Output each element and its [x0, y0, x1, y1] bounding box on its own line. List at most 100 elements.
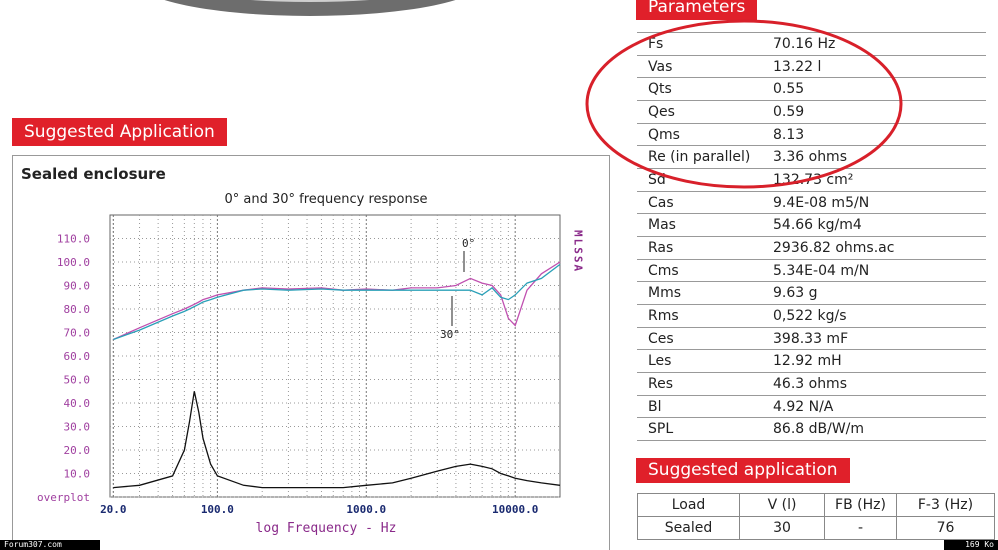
parameter-value: 0,522 kg/s: [773, 308, 847, 325]
parameter-value: 0.55: [773, 81, 805, 98]
parameter-row: Cms 5.34E-04 m/N: [637, 260, 986, 283]
y-tick-label: 110.0: [57, 233, 90, 246]
speaker-image: [164, 0, 456, 16]
panel-title: Sealed enclosure: [21, 165, 166, 183]
parameter-name: Les: [648, 353, 672, 370]
parameter-value: 54.66 kg/m4: [773, 217, 862, 234]
parameter-row: Rms 0,522 kg/s: [637, 305, 986, 328]
data-row: Sealed 30-76: [637, 516, 995, 540]
header-cell: FB (Hz): [824, 493, 897, 517]
parameter-value: 9.63 g: [773, 285, 818, 302]
parameter-value: 2936.82 ohms.ac: [773, 240, 895, 257]
parameter-row: Ces 398.33 mF: [637, 328, 986, 351]
parameter-row: Ras 2936.82 ohms.ac: [637, 237, 986, 260]
parameter-row: Fs 70.16 Hz: [637, 33, 986, 56]
y-tick-label: 70.0: [64, 327, 91, 340]
data-cell: 30: [739, 516, 825, 540]
data-cell: -: [824, 516, 897, 540]
y-tick-label: 80.0: [64, 303, 91, 316]
series-annotation: 0°: [462, 237, 475, 250]
section-banner: Suggested application: [636, 458, 850, 483]
parameter-name: Ces: [648, 330, 674, 347]
header-cell: Load: [637, 493, 740, 517]
header-cell: V (l): [739, 493, 825, 517]
parameter-value: 13.22 l: [773, 58, 822, 75]
header-row: Load V (l) FB (Hz) F-3 (Hz): [637, 493, 995, 517]
data-cell: Sealed: [637, 516, 740, 540]
parameter-name: Qes: [648, 104, 675, 120]
chart-title: 0° and 30° frequency response: [224, 192, 427, 207]
series-line: [113, 263, 561, 341]
x-tick-label: 100.0: [201, 503, 234, 516]
parameter-name: Qts: [648, 81, 672, 98]
parameter-row: Les 12.92 mH: [637, 350, 986, 374]
parameter-name: Mms: [648, 285, 682, 302]
parameter-value: 398.33 mF: [773, 330, 849, 347]
y-tick-label: 40.0: [64, 397, 91, 410]
parameter-value: 8.13: [773, 126, 805, 143]
y-tick-label: overplot: [37, 491, 90, 504]
parameter-row: Vas 13.22 l: [637, 56, 986, 79]
section-banner: Parameters: [636, 0, 758, 20]
parameter-name: Res: [648, 376, 674, 393]
parameter-row: Re (in parallel) 3.36 ohms: [637, 146, 986, 169]
y-tick-label: 30.0: [64, 421, 91, 434]
footer-left: Forum307.com: [0, 540, 100, 550]
side-label: MLSSA: [572, 230, 585, 273]
y-tick-label: 20.0: [64, 444, 91, 457]
parameter-name: Ras: [648, 240, 674, 257]
parameter-value: 3.36 ohms: [773, 149, 847, 166]
parameter-row: Qts 0.55: [637, 78, 986, 101]
series-line: [113, 261, 561, 341]
y-tick-label: 90.0: [64, 280, 91, 293]
parameter-value: 70.16 Hz: [773, 36, 836, 52]
parameter-name: Rms: [648, 308, 679, 325]
parameter-row: Cas 9.4E-08 m5/N: [637, 192, 986, 215]
y-tick-label: 100.0: [57, 256, 90, 269]
header-cell: F-3 (Hz): [896, 493, 995, 517]
parameter-row: Qes 0.59: [637, 101, 986, 124]
x-tick-label: 10000.0: [492, 503, 538, 516]
parameter-value: 12.92 mH: [773, 353, 842, 370]
parameter-name: Fs: [648, 36, 664, 52]
parameter-name: Sd: [648, 172, 666, 189]
parameter-name: SPL: [648, 421, 674, 438]
y-tick-label: 10.0: [64, 468, 91, 481]
parameter-value: 132.73 cm²: [773, 172, 854, 189]
data-cell: 76: [896, 516, 995, 540]
speaker-image: [250, 0, 370, 2]
y-tick-label: 50.0: [64, 374, 91, 387]
parameter-name: Bl: [648, 398, 662, 415]
x-axis-label: log Frequency - Hz: [256, 521, 397, 536]
parameter-row: Mas 54.66 kg/m4: [637, 214, 986, 238]
parameter-name: Mas: [648, 217, 676, 234]
parameter-row: Res 46.3 ohms: [637, 373, 986, 396]
series-line: [113, 391, 561, 489]
parameter-name: Cms: [648, 262, 679, 279]
parameter-row: Bl 4.92 N/A: [637, 396, 986, 419]
x-tick-label: 1000.0: [346, 503, 386, 516]
footer-right: 169 Ko: [944, 540, 998, 550]
panel-border: [12, 155, 610, 550]
parameter-name: Vas: [648, 58, 673, 75]
parameter-row: Qms 8.13: [637, 124, 986, 147]
application-table: Load V (l) FB (Hz) F-3 (Hz) Sealed 30-76: [637, 493, 995, 540]
parameter-row: Sd 132.73 cm²: [637, 169, 986, 192]
parameter-name: Qms: [648, 126, 680, 143]
parameter-value: 4.92 N/A: [773, 398, 834, 415]
series-annotation: 30°: [440, 328, 460, 341]
section-banner: Suggested Application: [12, 118, 227, 146]
parameter-row: Mms 9.63 g: [637, 282, 986, 306]
parameter-row: SPL 86.8 dB/W/m: [637, 418, 986, 442]
parameter-value: 5.34E-04 m/N: [773, 262, 870, 279]
parameter-value: 46.3 ohms: [773, 376, 847, 393]
x-tick-label: 20.0: [100, 503, 127, 516]
parameter-name: Cas: [648, 194, 674, 211]
parameter-value: 0.59: [773, 104, 805, 120]
parameter-name: Re (in parallel): [648, 149, 751, 166]
parameter-value: 86.8 dB/W/m: [773, 421, 865, 438]
y-tick-label: 60.0: [64, 350, 91, 363]
parameter-value: 9.4E-08 m5/N: [773, 194, 870, 211]
